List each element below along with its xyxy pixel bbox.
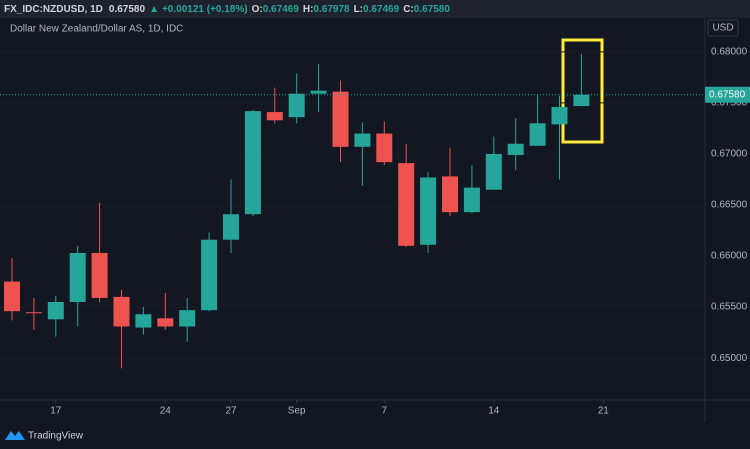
candle-body xyxy=(288,93,305,118)
candle-body xyxy=(551,106,568,125)
x-tick-label: Sep xyxy=(288,406,306,417)
y-tick-label: 0.65500 xyxy=(711,302,748,313)
candle-body xyxy=(463,187,480,213)
ohlc-value: 0.67469 xyxy=(363,4,400,15)
candle-body xyxy=(69,252,86,302)
x-tick-label: 21 xyxy=(598,406,610,417)
brand-logo xyxy=(5,431,25,440)
ohlc-key: H: xyxy=(303,4,314,15)
ohlc-value: 0.67469 xyxy=(263,4,300,15)
candle-body xyxy=(398,163,415,246)
x-tick-label: 27 xyxy=(225,406,237,417)
symbol: FX_IDC:NZDUSD, 1D xyxy=(4,4,103,15)
last-price: 0.67580 xyxy=(109,4,146,15)
currency-label: USD xyxy=(712,23,733,34)
candle-body xyxy=(420,177,437,245)
x-tick-label: 24 xyxy=(160,406,172,417)
candle-body xyxy=(354,133,371,147)
y-tick-label: 0.68000 xyxy=(711,46,748,57)
ohlc-key: O: xyxy=(252,4,263,15)
legend-title: Dollar New Zealand/Dollar AS, 1D, IDC xyxy=(10,24,183,35)
change-arrow: ▲ xyxy=(149,4,159,15)
ohlc-value: 0.67978 xyxy=(313,4,350,15)
ohlc-value: 0.67580 xyxy=(414,4,451,15)
candle-body xyxy=(47,301,64,320)
y-tick-label: 0.65000 xyxy=(711,353,748,364)
candle-body xyxy=(485,153,502,190)
candle-body xyxy=(507,143,524,155)
brand-name: TradingView xyxy=(28,431,84,442)
y-tick-label: 0.66000 xyxy=(711,251,748,262)
candle-body xyxy=(223,214,239,240)
header: FX_IDC:NZDUSD, 1D 0.67580 ▲ +0.00121 (+0.18… xyxy=(4,4,450,15)
candle-body xyxy=(376,133,393,163)
candle-body xyxy=(157,318,174,327)
x-tick-label: 14 xyxy=(488,406,500,417)
candle-body xyxy=(4,281,20,312)
candle-body xyxy=(135,314,152,328)
candle-body xyxy=(332,91,349,147)
candle-body xyxy=(310,90,327,94)
candle-body xyxy=(529,123,546,146)
y-tick-label: 0.67000 xyxy=(711,149,748,160)
last-price-label: 0.67580 xyxy=(709,89,746,100)
ohlc-key: L: xyxy=(354,4,363,15)
candle-body xyxy=(179,310,196,327)
candle-body xyxy=(266,112,283,121)
last-price-tag xyxy=(705,86,750,103)
ohlc-key: C: xyxy=(403,4,414,15)
candle-body xyxy=(573,94,590,107)
x-tick-label: 17 xyxy=(50,406,62,417)
candle-body xyxy=(244,111,261,215)
candle-body xyxy=(25,312,42,314)
y-tick-label: 0.67500 xyxy=(711,98,748,109)
header-bar xyxy=(0,0,750,18)
candle-body xyxy=(201,239,218,311)
x-tick-label: 7 xyxy=(382,406,388,417)
highlight-box xyxy=(561,38,604,144)
y-tick-label: 0.66500 xyxy=(711,200,748,211)
candle-body xyxy=(113,296,130,327)
candle-body xyxy=(442,176,458,213)
currency-button[interactable] xyxy=(707,19,739,37)
change: +0.00121 (+0.18%) xyxy=(162,4,248,15)
candle-body xyxy=(91,252,108,298)
